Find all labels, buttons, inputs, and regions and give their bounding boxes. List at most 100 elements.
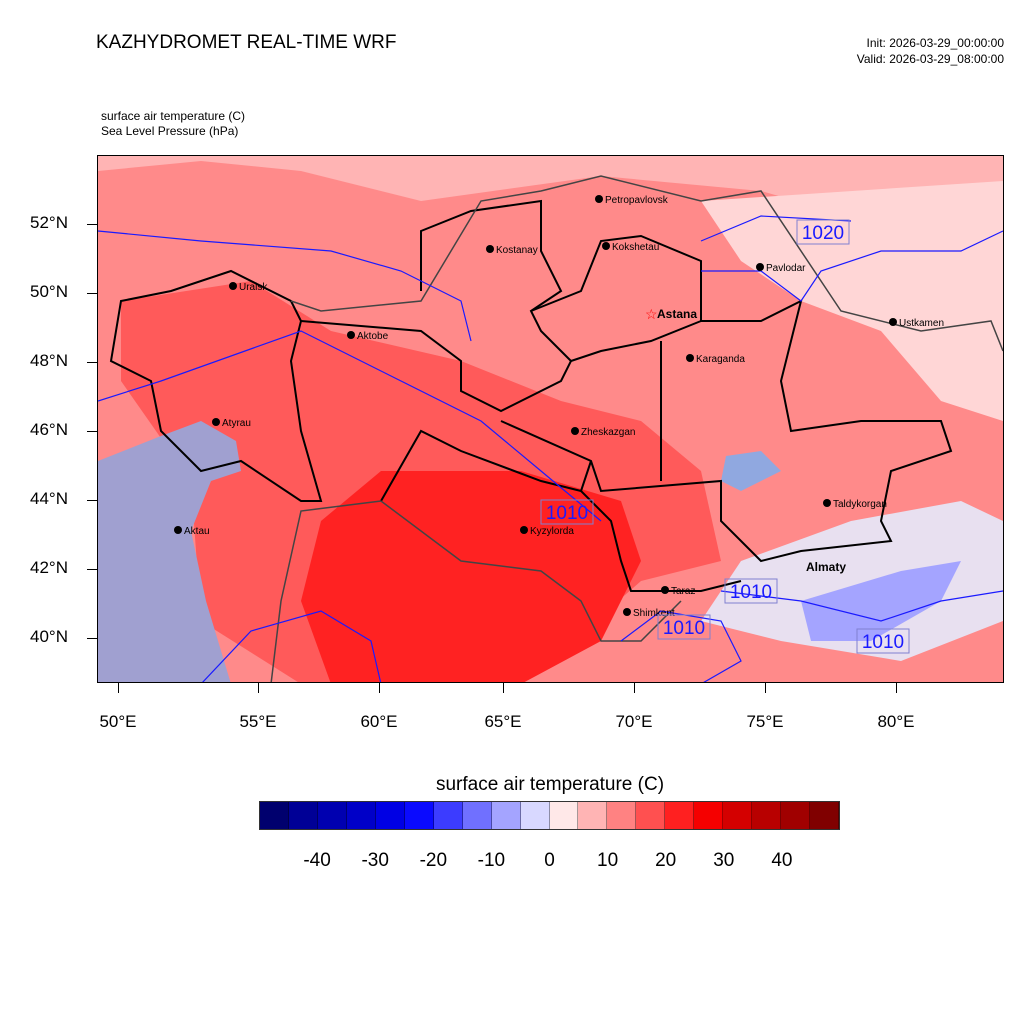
lon-tick <box>118 683 119 693</box>
city-markers: Petropavlovsk Kokshetau Kostanay Pavlodar Ur… <box>174 195 944 619</box>
city-label: Almaty <box>806 560 846 574</box>
city-label: Atyrau <box>222 418 251 429</box>
city-dot-icon <box>686 354 694 362</box>
city-label: Astana <box>657 307 697 321</box>
valid-time: Valid: 2026-03-29_08:00:00 <box>856 52 1004 66</box>
lat-tick <box>87 293 97 294</box>
lon-tick <box>765 683 766 693</box>
cold-peaks <box>801 561 961 641</box>
capital-star-icon: ☆ <box>645 306 658 322</box>
field-label-pressure: Sea Level Pressure (hPa) <box>101 124 239 138</box>
lon-tick <box>634 683 635 693</box>
city-label: Aktobe <box>357 331 389 342</box>
city-label: Aktau <box>184 526 210 537</box>
lat-tick <box>87 362 97 363</box>
lat-tick-label: 50°N <box>30 282 68 301</box>
lon-tick-label: 50°E <box>99 712 137 731</box>
city-label: Zheskazgan <box>581 427 635 438</box>
lat-tick <box>87 431 97 432</box>
lat-tick-label: 44°N <box>30 489 68 508</box>
city-dot-icon <box>889 318 897 326</box>
lon-tick-label: 55°E <box>239 712 277 731</box>
cool-zone-east <box>701 181 1003 421</box>
lake-balkhash <box>721 451 781 491</box>
city-label: Kokshetau <box>612 242 659 253</box>
city-label: Shimkent <box>633 608 675 619</box>
lon-tick-label: 65°E <box>484 712 522 731</box>
colorbar-swatch <box>375 802 405 829</box>
colorbar-tick-label: 0 <box>544 850 555 871</box>
colorbar-tick-label: 30 <box>713 850 735 871</box>
colorbar-swatch <box>781 802 811 829</box>
colorbar-swatch <box>491 802 521 829</box>
cool-zone-north <box>98 156 1003 301</box>
lat-tick-label: 42°N <box>30 558 68 577</box>
colorbar-tick-label: -40 <box>303 850 331 871</box>
colorbar-swatch <box>346 802 376 829</box>
city-dot-icon <box>823 499 831 507</box>
country-borders <box>270 175 1004 685</box>
city-dot-icon <box>661 586 669 594</box>
colorbar-swatch <box>752 802 782 829</box>
map-plot: Petropavlovsk Kokshetau Kostanay Pavlodar Ur… <box>97 155 1004 685</box>
colorbar-swatch <box>462 802 492 829</box>
lat-tick <box>87 500 97 501</box>
lon-tick <box>503 683 504 693</box>
city-dot-icon <box>212 418 220 426</box>
lon-tick <box>379 683 380 693</box>
map-canvas: Petropavlovsk Kokshetau Kostanay Pavlodar Ur… <box>97 156 1004 685</box>
colorbar-swatch <box>578 802 608 829</box>
pressure-contours <box>97 215 1004 685</box>
map-title: KAZHYDROMET REAL-TIME WRF <box>96 32 397 53</box>
lat-tick-label: 40°N <box>30 627 68 646</box>
city-label: Taldykorgan <box>833 499 887 510</box>
city-dot-icon <box>595 195 603 203</box>
lat-tick-label: 52°N <box>30 213 68 232</box>
colorbar-tick-label: 40 <box>771 850 793 871</box>
colorbar-swatch <box>723 802 753 829</box>
lat-tick <box>87 638 97 639</box>
colorbar-swatch <box>317 802 347 829</box>
pressure-label: 1010 <box>663 618 705 639</box>
init-time: Init: 2026-03-29_00:00:00 <box>866 36 1004 50</box>
contour-label-box <box>796 219 850 245</box>
mountain-snow <box>701 501 1003 661</box>
city-label: Uralsk <box>239 282 268 293</box>
lon-tick-label: 70°E <box>615 712 653 731</box>
city-label: Taraz <box>671 586 695 597</box>
city-dot-icon <box>347 331 355 339</box>
colorbar-swatch <box>694 802 724 829</box>
lat-tick <box>87 569 97 570</box>
city-dot-icon <box>756 263 764 271</box>
contour-label-box <box>657 614 711 640</box>
lon-tick <box>896 683 897 693</box>
colorbar-tick-label: -30 <box>361 850 389 871</box>
pressure-contour-labels: 1020 1010 1010 1010 1010 <box>540 219 910 654</box>
colorbar-title: surface air temperature (C) <box>435 774 665 795</box>
lat-tick-label: 48°N <box>30 351 68 370</box>
city-dot-icon <box>623 608 631 616</box>
colorbar-swatch <box>520 802 550 829</box>
colorbar-swatch <box>607 802 637 829</box>
pressure-label: 1020 <box>802 223 844 244</box>
colorbar-swatch <box>549 802 579 829</box>
city-dot-icon <box>571 427 579 435</box>
colorbar-tick-label: 20 <box>655 850 677 871</box>
city-label: Ustkamen <box>899 318 944 329</box>
colorbar-tick-label: 10 <box>597 850 619 871</box>
field-label-temperature: surface air temperature (C) <box>101 109 246 123</box>
caspian-sea <box>98 421 241 684</box>
city-dot-icon <box>229 282 237 290</box>
contour-label-box <box>540 499 594 525</box>
colorbar-swatch <box>260 802 289 829</box>
colorbar-swatch <box>636 802 666 829</box>
pressure-label: 1010 <box>730 582 772 603</box>
lat-tick <box>87 224 97 225</box>
colorbar-swatch <box>810 802 840 829</box>
colorbar-tick-label: -10 <box>477 850 506 871</box>
lat-tick-label: 46°N <box>30 420 68 439</box>
lon-tick-label: 80°E <box>877 712 915 731</box>
pressure-label: 1010 <box>546 503 588 524</box>
colorbar <box>259 801 840 830</box>
